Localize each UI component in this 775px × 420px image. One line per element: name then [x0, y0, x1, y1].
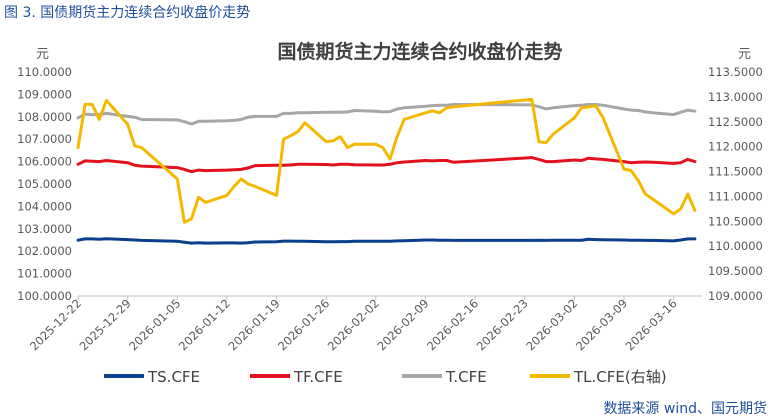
- series-line-tf: [76, 156, 697, 174]
- right-y-tick-label: 113.5000: [708, 65, 763, 79]
- left-y-tick-label: 100.0000: [17, 289, 72, 303]
- series-line-ts: [76, 237, 697, 245]
- source-note: 数据来源 wind、国元期货: [603, 401, 767, 417]
- legend-label-t: T.CFE: [445, 368, 487, 386]
- legend-label-tl: TL.CFE(右轴): [573, 368, 667, 386]
- x-tick-label: 2026-01-05: [126, 296, 183, 353]
- figure-label: 图 3. 国债期货主力连续合约收盘价走势: [4, 5, 251, 21]
- x-tick-label: 2026-01-12: [176, 296, 233, 353]
- left-y-tick-label: 101.0000: [17, 267, 72, 281]
- right-y-tick-label: 109.0000: [708, 289, 763, 303]
- chart-title: 国债期货主力连续合约收盘价走势: [277, 40, 562, 63]
- right-y-tick-label: 110.5000: [708, 214, 763, 228]
- x-tick-label: 2026-02-23: [474, 296, 531, 353]
- x-tick-label: 2026-03-09: [573, 296, 630, 353]
- legend-label-tf: TF.CFE: [293, 368, 343, 386]
- x-tick-label: 2026-01-19: [226, 296, 283, 353]
- right-y-tick-label: 112.5000: [708, 115, 763, 129]
- right-y-tick-label: 111.0000: [708, 189, 763, 203]
- legend: TS.CFE TF.CFE T.CFE TL.CFE(右轴): [104, 368, 667, 386]
- right-y-tick-label: 111.5000: [708, 165, 763, 179]
- left-axis-unit: 元: [36, 47, 49, 62]
- right-y-tick-label: 112.0000: [708, 140, 763, 154]
- x-axis: 2025-12-222025-12-292026-01-052026-01-12…: [27, 296, 680, 353]
- right-y-tick-label: 113.0000: [708, 90, 763, 104]
- right-y-tick-label: 110.0000: [708, 239, 763, 253]
- left-y-tick-label: 107.0000: [17, 132, 72, 146]
- left-y-tick-label: 102.0000: [17, 244, 72, 258]
- left-y-tick-label: 103.0000: [17, 222, 72, 236]
- right-y-tick-label: 109.5000: [708, 264, 763, 278]
- x-tick-label: 2026-03-16: [623, 296, 680, 353]
- x-tick-label: 2026-01-26: [275, 296, 332, 353]
- left-y-tick-label: 110.0000: [17, 65, 72, 79]
- x-tick-label: 2025-12-29: [77, 296, 134, 353]
- left-y-tick-label: 106.0000: [17, 155, 72, 169]
- x-tick-label: 2025-12-22: [27, 296, 84, 353]
- left-y-axis: 100.0000 101.0000 102.0000 103.0000 104.0000…: [17, 65, 72, 303]
- series-lines: [76, 97, 697, 245]
- series-line-tl: [76, 97, 697, 224]
- left-y-tick-label: 109.0000: [17, 87, 72, 101]
- right-axis-unit: 元: [738, 47, 751, 62]
- x-tick-label: 2026-02-09: [374, 296, 431, 353]
- series-line-t: [76, 103, 697, 126]
- left-y-tick-label: 104.0000: [17, 199, 72, 213]
- left-y-tick-label: 105.0000: [17, 177, 72, 191]
- right-y-axis: 109.0000 109.5000 110.0000 110.5000 111.0000…: [708, 65, 763, 303]
- x-tick-label: 2026-03-02: [523, 296, 580, 353]
- legend-label-ts: TS.CFE: [147, 368, 200, 386]
- left-y-tick-label: 108.0000: [17, 110, 72, 124]
- x-tick-label: 2026-02-16: [424, 296, 481, 353]
- x-tick-label: 2026-02-02: [325, 296, 382, 353]
